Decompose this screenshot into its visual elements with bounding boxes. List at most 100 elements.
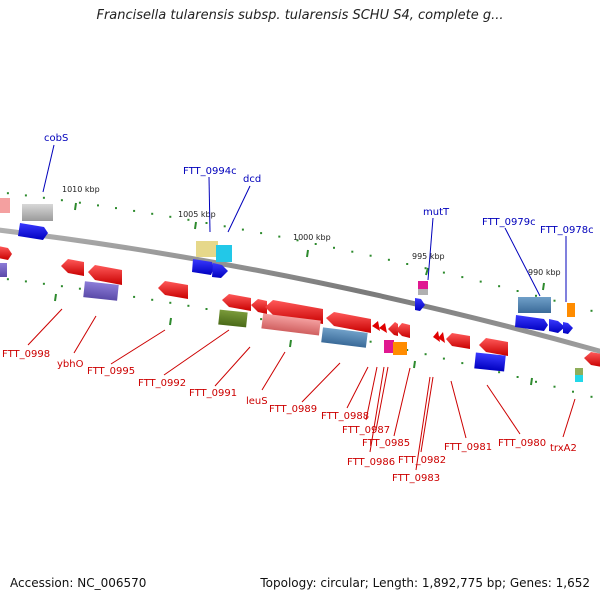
ring-dot [442, 357, 445, 360]
gene-label[interactable]: FTT_0992 [138, 378, 186, 389]
ring-dot [78, 201, 81, 204]
ring-dot [351, 250, 354, 253]
leader-line [450, 380, 467, 439]
tick-mark [542, 282, 545, 291]
gene-feature[interactable] [584, 352, 600, 367]
gene-label[interactable]: FTT_0980 [498, 438, 546, 449]
ring-dot [187, 304, 190, 307]
gene-label[interactable]: FTT_0989 [269, 404, 317, 415]
gene-label[interactable]: FTT_0988 [321, 411, 369, 422]
gene-label[interactable]: FTT_0995 [87, 366, 135, 377]
gene-feature[interactable] [563, 322, 573, 334]
gene-label[interactable]: FTT_0987 [342, 425, 390, 436]
gene-label[interactable]: mutT [423, 207, 450, 218]
leader-line [365, 366, 378, 421]
gene-feature[interactable] [61, 259, 84, 276]
gene-feature[interactable] [0, 246, 12, 260]
ring-dot [260, 318, 263, 321]
gene-label[interactable]: FTT_0985 [362, 438, 410, 449]
leader-line [227, 185, 251, 233]
ring-dot [590, 395, 593, 398]
gene-feature[interactable] [261, 313, 321, 336]
gene-label[interactable]: FTT_0982 [398, 455, 446, 466]
gene-feature[interactable] [396, 323, 410, 338]
gene-label[interactable]: cobS [44, 133, 68, 144]
gene-label[interactable]: dcd [243, 174, 261, 185]
gene-feature[interactable] [321, 327, 368, 348]
gene-feature[interactable] [83, 281, 119, 301]
gene-feature[interactable] [415, 298, 425, 311]
tick-mark [169, 317, 172, 326]
gene-feature[interactable] [22, 204, 53, 221]
gene-label[interactable]: trxA2 [550, 443, 577, 454]
gene-track-inner [0, 246, 600, 382]
gene-labels-top: cobS FTT_0994c dcd mutT FTT_0979c FTT_09… [42, 133, 594, 302]
ring-dot [516, 290, 519, 292]
ring-dot [333, 246, 335, 249]
gene-feature[interactable] [384, 340, 394, 353]
tick-label: 995 kbp [412, 252, 445, 261]
gene-feature[interactable] [0, 198, 10, 213]
tick-label: 1005 kbp [178, 210, 216, 219]
gene-feature[interactable] [18, 223, 48, 240]
gene-feature[interactable] [192, 259, 214, 275]
leader-line [27, 308, 63, 346]
gene-feature[interactable] [158, 281, 188, 299]
gene-feature[interactable] [567, 303, 575, 317]
leader-line [375, 366, 389, 431]
ring-dot [169, 301, 172, 304]
gene-feature[interactable] [474, 352, 506, 372]
ring-dot [6, 278, 9, 281]
ring-dot [42, 196, 45, 199]
gene-feature[interactable] [418, 289, 428, 295]
gene-label[interactable]: FTT_0998 [2, 349, 50, 360]
gene-feature[interactable] [326, 312, 371, 333]
gene-label[interactable]: FTT_0979c [482, 217, 536, 228]
gene-label[interactable]: FTT_0991 [189, 388, 237, 399]
gene-feature[interactable] [433, 331, 440, 342]
gene-label[interactable]: FTT_0978c [540, 225, 594, 236]
leader-line [301, 362, 341, 403]
tick-mark [289, 339, 292, 348]
ring-dot [24, 194, 27, 197]
gene-label[interactable]: FTT_0981 [444, 442, 492, 453]
gene-feature[interactable] [251, 299, 267, 314]
gene-feature[interactable] [438, 332, 445, 343]
genome-summary-text: Topology: circular; Length: 1,892,775 bp… [260, 576, 590, 590]
gene-feature[interactable] [575, 375, 583, 382]
gene-feature[interactable] [196, 241, 218, 257]
gene-feature[interactable] [379, 323, 387, 333]
gene-feature[interactable] [212, 263, 228, 278]
leader-line [393, 367, 411, 437]
ring-dot [424, 267, 427, 270]
gene-label[interactable]: FTT_0986 [347, 457, 395, 468]
gene-label[interactable]: FTT_0983 [392, 473, 440, 484]
gene-feature[interactable] [446, 333, 470, 349]
ring-dot [479, 280, 482, 283]
gene-feature[interactable] [549, 319, 565, 333]
gene-feature[interactable] [518, 297, 551, 313]
gene-feature[interactable] [515, 315, 548, 331]
leader-line [261, 351, 286, 391]
tick-mark [413, 360, 416, 369]
gene-feature[interactable] [479, 338, 508, 356]
gene-feature[interactable] [393, 342, 407, 355]
gene-feature[interactable] [216, 245, 232, 262]
gene-feature[interactable] [218, 309, 248, 328]
gene-feature[interactable] [575, 368, 583, 375]
gene-feature[interactable] [0, 263, 7, 277]
gene-feature[interactable] [372, 321, 380, 331]
tick-mark [194, 221, 197, 230]
ring-dot [572, 390, 574, 393]
gene-label[interactable]: FTT_0994c [183, 166, 237, 177]
gene-feature[interactable] [222, 294, 251, 311]
gene-feature[interactable] [388, 322, 398, 336]
gene-feature[interactable] [418, 281, 428, 292]
gene-feature[interactable] [265, 300, 323, 324]
gene-label[interactable]: leuS [246, 396, 268, 407]
gene-feature[interactable] [88, 265, 122, 285]
ring-dot [590, 309, 593, 312]
gene-label[interactable]: ybhO [57, 359, 84, 370]
